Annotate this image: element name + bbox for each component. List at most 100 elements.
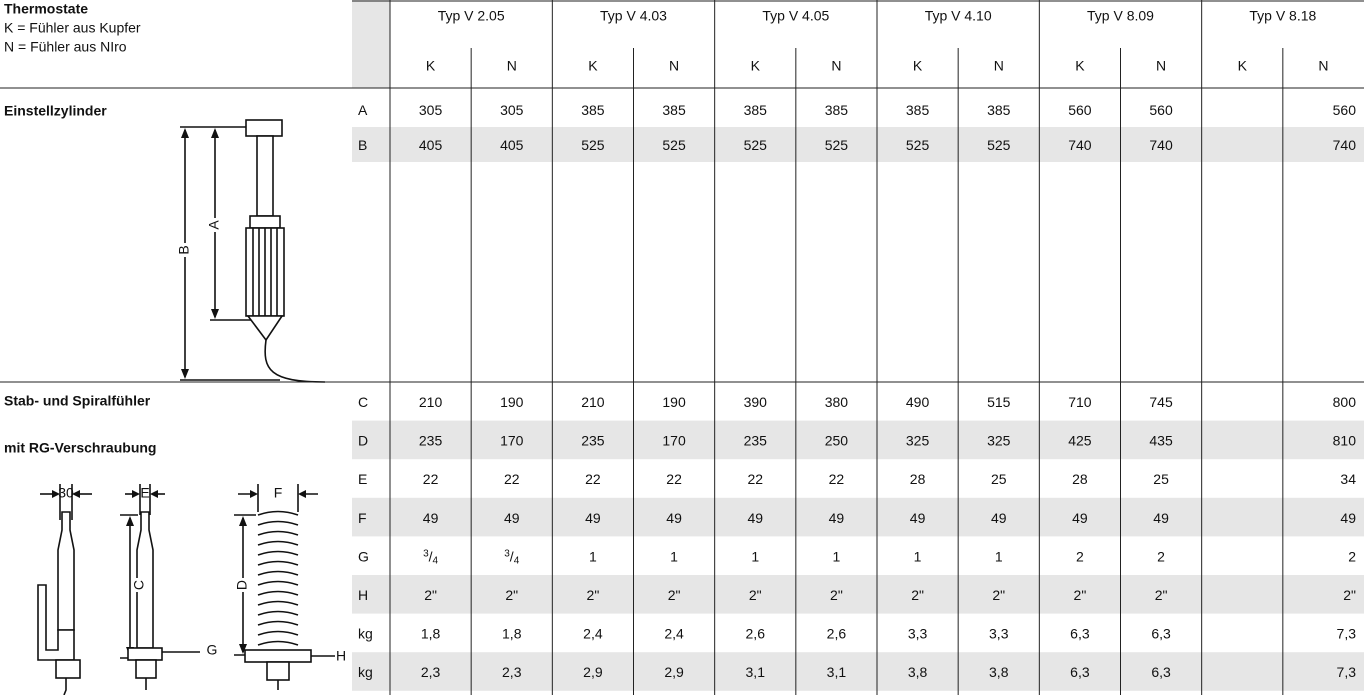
- subcolumn-header: K: [1075, 58, 1085, 74]
- row-shade: [352, 497, 1364, 537]
- cell-value: 7,3: [1337, 626, 1357, 642]
- type-header: Typ V 2.05: [438, 8, 505, 24]
- fraction-numerator: 3: [423, 548, 429, 559]
- cell-value: 305: [500, 102, 524, 118]
- cell-value: 745: [1149, 394, 1173, 410]
- cell-value: 49: [504, 510, 520, 526]
- cell-value: 385: [825, 102, 849, 118]
- cell-value: 22: [423, 471, 439, 487]
- cell-value: 1: [670, 548, 678, 564]
- drawing-label: H: [336, 648, 346, 664]
- cell-value: 2": [911, 587, 924, 603]
- subcolumn-header: K: [1238, 58, 1248, 74]
- cell-value: 525: [906, 137, 930, 153]
- type-header: Typ V 4.10: [925, 8, 992, 24]
- cell-value: 49: [1340, 510, 1356, 526]
- cell-value: 3,8: [989, 664, 1009, 680]
- cell-value: 210: [419, 394, 443, 410]
- cell-value: 390: [744, 394, 768, 410]
- cell-value: 49: [829, 510, 845, 526]
- cell-value: 22: [504, 471, 520, 487]
- cell-value: 190: [662, 394, 686, 410]
- cell-value: 235: [581, 433, 605, 449]
- cell-value: 3,8: [908, 664, 928, 680]
- cell-value: 2,4: [583, 626, 603, 642]
- cell-value: 525: [744, 137, 768, 153]
- cell-value: 34: [1340, 471, 1356, 487]
- cell-value: 49: [910, 510, 926, 526]
- row-label: F: [358, 510, 367, 526]
- cell-value: 810: [1333, 433, 1357, 449]
- subcolumn-header: N: [994, 58, 1004, 74]
- row-label: G: [358, 548, 369, 564]
- type-header: Typ V 8.09: [1087, 8, 1154, 24]
- cell-value: 405: [500, 137, 524, 153]
- cell-value: 250: [825, 433, 849, 449]
- row-shade: [352, 652, 1364, 691]
- cell-value: 3,1: [746, 664, 766, 680]
- row-shade: [352, 575, 1364, 614]
- section-title: mit RG-Verschraubung: [4, 440, 156, 456]
- subcolumn-header: N: [831, 58, 841, 74]
- fraction-numerator: 3: [504, 548, 510, 559]
- cell-value: 2,4: [664, 626, 684, 642]
- header-line: K = Fühler aus Kupfer: [4, 20, 141, 36]
- cell-value: 190: [500, 394, 524, 410]
- fraction-denominator: 4: [514, 555, 520, 566]
- probe-drawings: [37, 484, 335, 695]
- cell-value: 235: [744, 433, 768, 449]
- row-label: C: [358, 394, 368, 410]
- row-shade: [352, 420, 1364, 460]
- cell-value: 3,3: [908, 626, 928, 642]
- cell-value: 2": [668, 587, 681, 603]
- header-line: N = Fühler aus NIro: [4, 39, 127, 55]
- cell-value: 3,3: [989, 626, 1009, 642]
- cell-value: 1: [995, 548, 1003, 564]
- header-title: Thermostate: [4, 1, 88, 17]
- cell-value: 2,6: [827, 626, 847, 642]
- cell-value: 740: [1149, 137, 1173, 153]
- subcolumn-header: N: [1318, 58, 1328, 74]
- cell-value: 1: [589, 548, 597, 564]
- row-label: D: [358, 433, 368, 449]
- cell-value: 7,3: [1337, 664, 1357, 680]
- cell-value: 2": [1074, 587, 1087, 603]
- cell-value: 305: [419, 102, 443, 118]
- cell-value: 49: [585, 510, 601, 526]
- cell-value: 28: [1072, 471, 1088, 487]
- cell-value: 525: [581, 137, 605, 153]
- letter-header-bg: [352, 0, 390, 88]
- subcolumn-header: K: [426, 58, 436, 74]
- subcolumn-header: K: [588, 58, 598, 74]
- cell-value: 6,3: [1070, 626, 1090, 642]
- cell-value: 25: [991, 471, 1007, 487]
- drawing-label: F: [274, 485, 283, 501]
- cell-value: 2": [830, 587, 843, 603]
- cell-value: 22: [585, 471, 601, 487]
- subcolumn-header: K: [913, 58, 923, 74]
- row-label: kg: [358, 664, 373, 680]
- cell-value: 22: [829, 471, 845, 487]
- cell-value: 6,3: [1151, 664, 1171, 680]
- cell-value: 425: [1068, 433, 1092, 449]
- cell-value: 435: [1149, 433, 1173, 449]
- cell-value: 560: [1068, 102, 1092, 118]
- cell-value: 740: [1333, 137, 1357, 153]
- cell-value: 25: [1153, 471, 1169, 487]
- cell-value: 2": [424, 587, 437, 603]
- cell-value: 385: [581, 102, 605, 118]
- label-bg: [207, 218, 223, 232]
- cell-value: 3/4: [504, 548, 519, 566]
- cell-value: 3,1: [827, 664, 847, 680]
- cell-value: 2,9: [583, 664, 603, 680]
- subcolumn-header: N: [669, 58, 679, 74]
- drawing-label: B: [176, 245, 192, 254]
- cell-value: 2": [1343, 587, 1356, 603]
- cell-value: 6,3: [1070, 664, 1090, 680]
- row-label: A: [358, 102, 368, 118]
- subcolumn-header: K: [751, 58, 761, 74]
- cell-value: 710: [1068, 394, 1092, 410]
- cell-value: 490: [906, 394, 930, 410]
- fraction-separator: /: [429, 548, 433, 564]
- fraction-separator: /: [510, 548, 514, 564]
